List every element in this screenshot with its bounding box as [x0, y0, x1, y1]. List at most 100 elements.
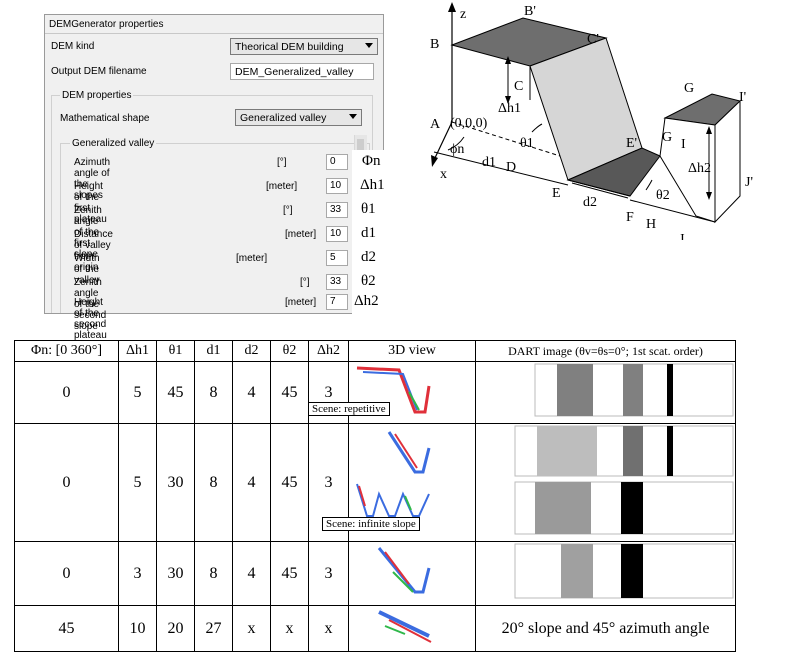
header-dart: DART image (θv=θs=0°; 1st scat. order) [475, 340, 736, 362]
title-divider [45, 33, 383, 34]
label-cp: C' [587, 32, 599, 47]
scene-repetitive-label: Scene: repetitive [308, 402, 390, 416]
cell-d1: 8 [194, 361, 233, 424]
cell-t2: 45 [270, 541, 309, 606]
theta1-arc [531, 123, 543, 133]
header-dh1: Δh1 [118, 340, 157, 362]
width-label: Width of the valley [74, 253, 100, 286]
view-cell [348, 541, 476, 606]
generalized-valley-label: Generalized valley [70, 138, 157, 149]
table-row: 0 5 30 8 4 45 3 [14, 423, 736, 542]
dh2-arrow-bottom [706, 192, 712, 200]
3d-view-image [356, 431, 431, 517]
second-plateau-side [714, 99, 741, 224]
cell-d2: 4 [232, 541, 271, 606]
distance-label: Distance of valley from origin [74, 229, 113, 273]
header-3d-view: 3D view [348, 340, 476, 362]
cell-dh1: 5 [118, 361, 157, 424]
dh1-arrow-bottom [505, 96, 511, 104]
theta1-symbol: θ1 [361, 201, 376, 217]
dem-properties-label: DEM properties [60, 90, 134, 101]
x-arrow [431, 155, 438, 167]
cell-dh1: 10 [118, 605, 157, 652]
label-h: H [646, 217, 656, 232]
label-g-top: G [684, 81, 694, 96]
label-z: z [460, 7, 466, 22]
azimuth-unit: [°] [277, 157, 287, 168]
cell-t2: x [270, 605, 309, 652]
label-b: B [430, 37, 439, 52]
3d-surface [404, 495, 412, 511]
scene-infinite-label: Scene: infinite slope [322, 517, 420, 531]
dart-text-cell: 20° slope and 45° azimuth angle [475, 605, 736, 652]
symbol-strip [352, 150, 388, 314]
label-theta2: θ2 [656, 188, 670, 203]
height-first-input[interactable]: 10 [326, 178, 348, 194]
dart-band [622, 426, 643, 476]
3d-surface [392, 571, 414, 593]
cell-phin: 45 [14, 605, 119, 652]
azimuth-input[interactable]: 0 [326, 154, 348, 170]
3d-surface [378, 610, 430, 638]
results-table: Φn: [0 360°] Δh1 θ1 d1 d2 θ2 Δh2 3D view… [14, 340, 736, 652]
3d-surface [377, 547, 431, 594]
label-j: J [679, 232, 685, 240]
cell-d1: 8 [194, 541, 233, 606]
dart-band [560, 544, 593, 598]
azimuth-label: Azimuth angle of the slopes [74, 157, 111, 201]
label-bp: B' [524, 4, 536, 19]
z-arrow [448, 2, 456, 12]
cell-d1: 8 [194, 423, 233, 542]
shape-select[interactable]: Generalized valley [235, 109, 362, 126]
view-cell [348, 605, 476, 652]
header-d2: d2 [232, 340, 271, 362]
width-input[interactable]: 5 [326, 250, 348, 266]
height-second-input[interactable]: 7 [326, 294, 348, 310]
header-d1: d1 [194, 340, 233, 362]
distance-input[interactable]: 10 [326, 226, 348, 242]
dart-band [620, 544, 643, 598]
cell-phin: 0 [14, 541, 119, 606]
height-first-label: Height of the first plateau [74, 181, 107, 225]
dem-kind-value: Theorical DEM building [235, 41, 344, 53]
cell-t1: 30 [156, 541, 195, 606]
table-row: 45 10 20 27 x x x 20° slope and 45° azim… [14, 605, 736, 652]
distance-unit: [meter] [285, 229, 317, 240]
zenith-second-label: Zenith angle of the second slope [74, 277, 107, 332]
output-filename-input[interactable]: DEM_Generalized_valley [230, 63, 374, 80]
cell-d1: 27 [194, 605, 233, 652]
zenith-first-unit: [°] [283, 205, 293, 216]
3d-surface [384, 551, 410, 585]
label-jp: J' [745, 175, 753, 190]
cell-d2: 4 [232, 361, 271, 424]
cell-t1: 45 [156, 361, 195, 424]
zenith-second-input[interactable]: 33 [326, 274, 348, 290]
zenith-first-input[interactable]: 33 [326, 202, 348, 218]
ground-front-right [629, 199, 716, 223]
phin-arc [447, 136, 465, 151]
cell-t1: 30 [156, 423, 195, 542]
cell-t2: 45 [270, 361, 309, 424]
3d-view-image [378, 610, 432, 643]
cell-dh2: 3 [308, 541, 349, 606]
label-e: E [552, 186, 561, 201]
3d-surface [356, 366, 431, 414]
dh2-symbol: Δh2 [354, 293, 379, 309]
d1-symbol: d1 [361, 225, 376, 241]
3d-surface [358, 485, 366, 507]
shape-label: Mathematical shape [60, 113, 150, 124]
dh1-symbol: Δh1 [360, 177, 385, 193]
3d-surface [356, 483, 430, 517]
dart-band [534, 482, 591, 534]
3d-view-image [377, 547, 431, 594]
cell-t1: 20 [156, 605, 195, 652]
label-theta1: θ1 [520, 136, 534, 151]
table-header-row: Φn: [0 360°] Δh1 θ1 d1 d2 θ2 Δh2 3D view… [14, 340, 736, 362]
chevron-down-icon [365, 43, 373, 48]
dh1-arrow-top [505, 56, 511, 64]
label-c: C [514, 79, 523, 94]
dem-kind-select[interactable]: Theorical DEM building [230, 38, 378, 55]
cell-phin: 0 [14, 361, 119, 424]
d2-symbol: d2 [361, 249, 376, 265]
3d-surface [387, 431, 431, 474]
